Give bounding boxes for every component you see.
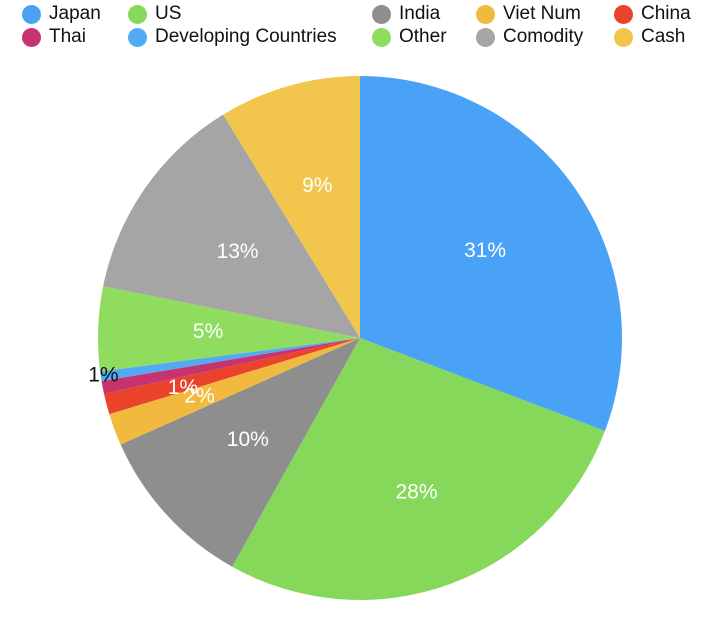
legend-item: Other [372,25,447,49]
pie-slice-label: 31% [464,239,506,262]
legend-label: Comodity [503,26,584,47]
legend-swatch [372,27,391,47]
legend-label: Cash [641,26,686,47]
legend-item: US [128,2,181,26]
legend-swatch [614,4,633,24]
pie-slices [97,76,622,600]
pie-slice [97,286,360,372]
legend-item: Thai [22,25,86,49]
pie-slice [101,338,360,394]
pie-slice [120,338,361,567]
legend-label: US [155,3,182,24]
legend-label: Japan [49,3,101,24]
legend-label: China [641,3,691,24]
pie-slice-label: 13% [217,240,259,263]
pie-slice [104,338,360,415]
pie-slice [223,76,360,338]
legend-swatch [372,4,391,24]
legend-swatch [128,4,147,24]
legend-item: India [372,2,440,26]
pie-slice [109,338,360,445]
legend-swatch [22,4,41,24]
pie-slice-label: 1% [88,363,118,386]
legend-swatch [614,27,633,47]
legend-label: Other [399,26,447,47]
pie-slice-label: 1% [168,376,198,399]
chart-legend: Japan US India Viet Num China Thai Developing … [0,0,720,50]
pie-slice-labels: 31%28%10%2%1%1%5%13%9% [88,174,506,503]
legend-label: India [399,3,441,24]
legend-swatch [128,27,147,47]
legend-item: Comodity [476,25,583,49]
legend-item: Japan [22,2,101,26]
pie-slice-label: 10% [227,428,269,451]
legend-label: Viet Num [503,3,581,24]
pie-slice [103,114,361,339]
pie-slice [360,76,622,432]
pie-slice-label: 2% [184,385,214,408]
pie-slice [100,338,361,382]
legend-item: Developing Countries [128,25,337,49]
legend-item: Viet Num [476,2,581,26]
legend-item: China [614,2,691,26]
legend-swatch [22,27,41,47]
legend-swatch [476,27,495,47]
legend-swatch [476,4,495,24]
pie-slice-label: 28% [395,481,437,504]
legend-label: Developing Countries [155,26,337,47]
pie-slice [232,338,605,600]
pie-slice-label: 9% [302,174,332,197]
legend-item: Cash [614,25,685,49]
legend-label: Thai [49,26,86,47]
pie-slice-label: 5% [193,320,223,343]
